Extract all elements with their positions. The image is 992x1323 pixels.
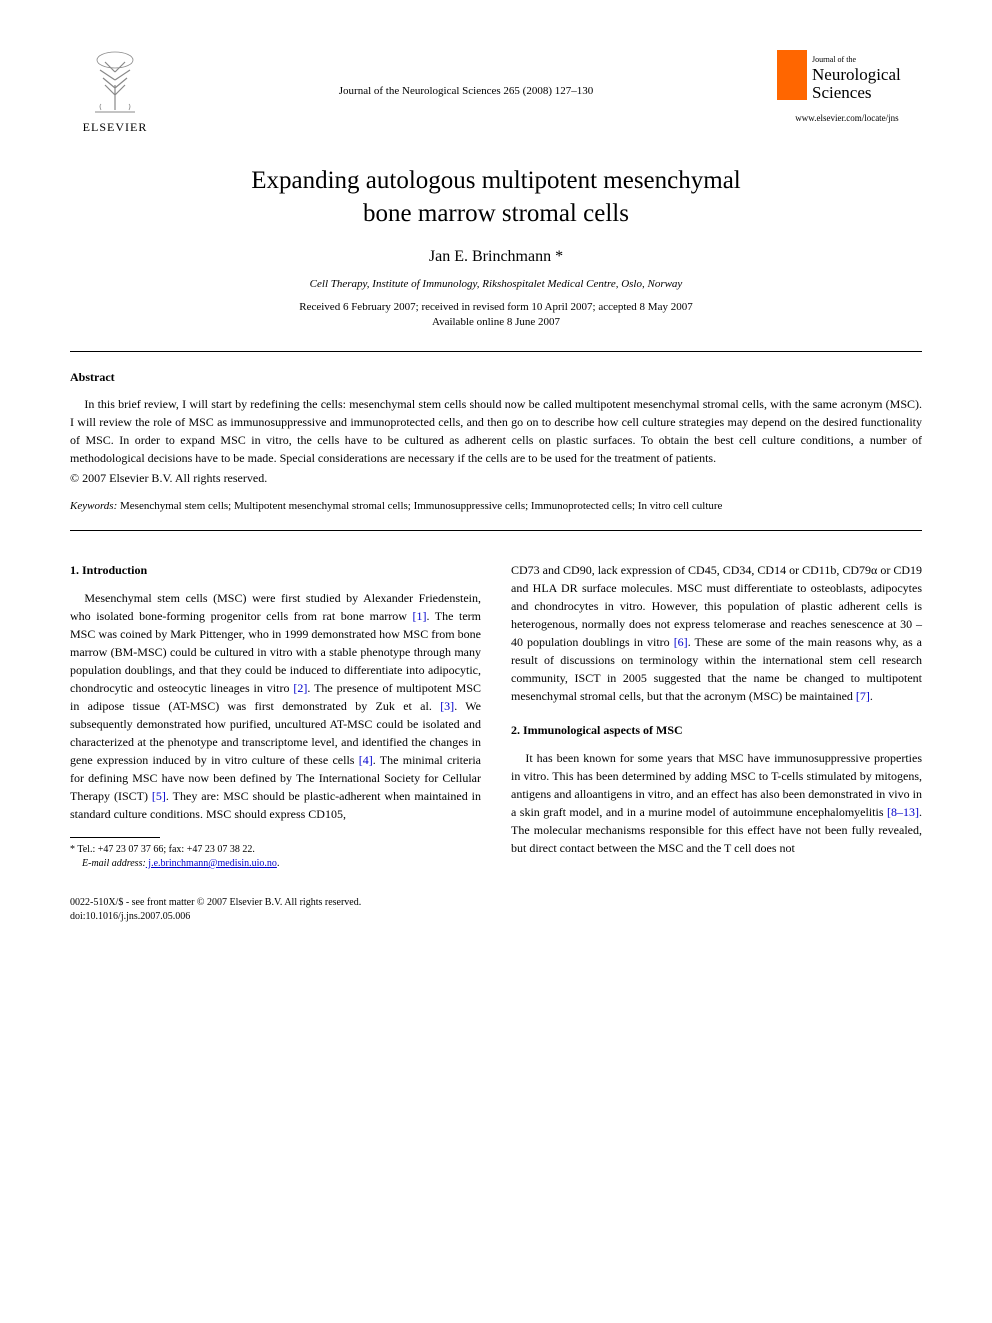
title-block: Expanding autologous multipotent mesench… (70, 165, 922, 331)
svg-text:Neurological: Neurological (812, 65, 901, 84)
svg-text:Sciences: Sciences (812, 83, 871, 102)
publisher-block: ELSEVIER (70, 50, 160, 135)
dates-block: Received 6 February 2007; received in re… (70, 300, 922, 331)
section-1-continuation: CD73 and CD90, lack expression of CD45, … (511, 561, 922, 705)
title-line-1: Expanding autologous multipotent mesench… (251, 167, 741, 194)
issn-line: 0022-510X/$ - see front matter © 2007 El… (70, 896, 922, 910)
elsevier-tree-icon (85, 50, 145, 115)
abstract-paragraph: In this brief review, I will start by re… (70, 395, 922, 467)
citation-link[interactable]: [8–13] (887, 805, 919, 819)
footnote-separator (70, 837, 160, 838)
abstract-text: In this brief review, I will start by re… (70, 395, 922, 467)
citation-link[interactable]: [1] (412, 609, 426, 623)
email-link[interactable]: j.e.brinchmann@medisin.uio.no (146, 858, 277, 869)
section-1-paragraph: Mesenchymal stem cells (MSC) were first … (70, 589, 481, 823)
keywords-label: Keywords: (70, 500, 117, 512)
left-column: 1. Introduction Mesenchymal stem cells (… (70, 561, 481, 871)
doi-line: doi:10.1016/j.jns.2007.05.006 (70, 910, 922, 924)
abstract-copyright: © 2007 Elsevier B.V. All rights reserved… (70, 471, 922, 486)
online-date: Available online 8 June 2007 (432, 316, 560, 328)
section-1-heading: 1. Introduction (70, 561, 481, 579)
citation-link[interactable]: [7] (856, 689, 870, 703)
abstract-block: Abstract In this brief review, I will st… (70, 370, 922, 486)
title-line-2: bone marrow stromal cells (363, 200, 629, 227)
citation-link[interactable]: [6] (674, 635, 688, 649)
publisher-name: ELSEVIER (83, 120, 148, 135)
abstract-heading: Abstract (70, 370, 922, 385)
body-text: . (870, 689, 873, 703)
journal-reference: Journal of the Neurological Sciences 265… (160, 50, 772, 97)
journal-logo-icon: Journal of the Neurological Sciences (777, 50, 917, 105)
received-date: Received 6 February 2007; received in re… (299, 301, 692, 313)
header-row: ELSEVIER Journal of the Neurological Sci… (70, 50, 922, 135)
footnote-tel: Tel.: +47 23 07 37 66; fax: +47 23 07 38… (75, 844, 255, 855)
body-columns: 1. Introduction Mesenchymal stem cells (… (70, 561, 922, 871)
section-2-paragraph: It has been known for some years that MS… (511, 749, 922, 857)
citation-link[interactable]: [2] (293, 681, 307, 695)
keywords-line: Keywords: Mesenchymal stem cells; Multip… (70, 500, 922, 512)
journal-url: www.elsevier.com/locate/jns (795, 113, 898, 123)
author-line: Jan E. Brinchmann * (70, 248, 922, 266)
section-2-heading: 2. Immunological aspects of MSC (511, 721, 922, 739)
right-column: CD73 and CD90, lack expression of CD45, … (511, 561, 922, 871)
keywords-text: Mesenchymal stem cells; Multipotent mese… (117, 500, 722, 512)
divider (70, 530, 922, 531)
body-text: It has been known for some years that MS… (511, 751, 922, 819)
email-label: E-mail address: (82, 858, 146, 869)
footer-block: 0022-510X/$ - see front matter © 2007 El… (70, 896, 922, 924)
author-footnote-marker: * (555, 248, 563, 265)
divider (70, 351, 922, 352)
article-title: Expanding autologous multipotent mesench… (70, 165, 922, 230)
citation-link[interactable]: [4] (359, 753, 373, 767)
citation-link[interactable]: [5] (152, 789, 166, 803)
journal-logo-block: Journal of the Neurological Sciences www… (772, 50, 922, 123)
corresponding-author-footnote: * Tel.: +47 23 07 37 66; fax: +47 23 07 … (70, 843, 481, 871)
footnote-suffix: . (277, 858, 280, 869)
affiliation: Cell Therapy, Institute of Immunology, R… (70, 278, 922, 290)
author-name: Jan E. Brinchmann (429, 248, 551, 265)
svg-text:Journal of the: Journal of the (812, 55, 856, 64)
citation-link[interactable]: [3] (440, 699, 454, 713)
